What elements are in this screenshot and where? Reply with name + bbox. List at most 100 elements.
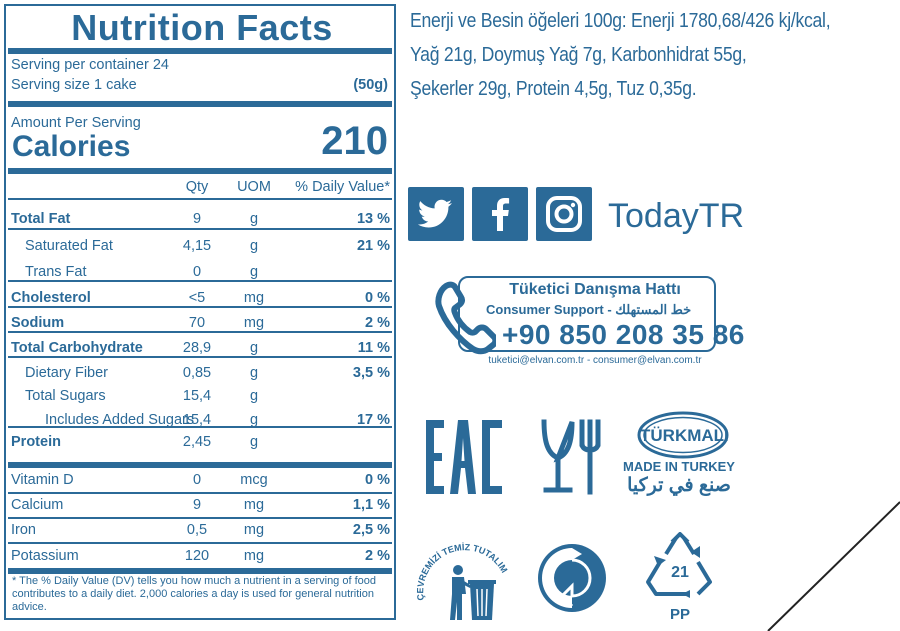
green-dot-icon	[538, 544, 606, 612]
energy-line-2: Yağ 21g, Doymuş Yağ 7g, Karbonhidrat 55g…	[410, 44, 747, 66]
nutrient-uom: g	[249, 340, 259, 356]
consumer-support-emails[interactable]: tuketici@elvan.com.tr - consumer@elvan.c…	[488, 355, 702, 366]
daily-value-footnote: * The % Daily Value (DV) tells you how m…	[12, 575, 376, 613]
recycle-pp-icon	[646, 532, 712, 598]
instagram-icon[interactable]	[536, 187, 592, 241]
nutrient-qty: 28,9	[182, 340, 212, 356]
nutrient-uom: mg	[243, 290, 265, 306]
nutrient-qty: 70	[188, 315, 206, 331]
vitamin-uom: mg	[243, 522, 265, 538]
eac-mark-icon	[426, 420, 502, 494]
row-divider	[8, 306, 392, 308]
vitamin-qty: 9	[192, 497, 202, 513]
vitamin-uom: mg	[243, 497, 265, 513]
nutrient-qty: <5	[188, 290, 206, 306]
column-header-daily-value: % Daily Value*	[295, 179, 390, 195]
consumer-support-box	[458, 276, 716, 352]
facebook-icon[interactable]	[472, 187, 528, 241]
divider	[8, 568, 392, 574]
nutrient-uom: g	[249, 238, 259, 254]
energy-nutrients-text: Enerji ve Besin öğeleri 100g: Enerji 178…	[410, 4, 896, 106]
row-divider	[8, 542, 392, 544]
vitamin-name: Iron	[11, 522, 36, 538]
vitamin-daily-value: 0 %	[365, 472, 390, 488]
vitamin-name: Potassium	[11, 548, 79, 564]
nutrient-name: Total Fat	[11, 211, 71, 227]
row-divider	[8, 426, 392, 428]
vitamin-daily-value: 2,5 %	[352, 522, 390, 538]
vitamin-qty: 0	[192, 472, 202, 488]
servings-per-container: Serving per container 24	[11, 57, 169, 73]
calories-label: Calories	[12, 130, 131, 163]
nutrient-name: Saturated Fat	[25, 238, 113, 254]
nutrient-daily-value: 13 %	[356, 211, 390, 227]
energy-line-3: Şekerler 29g, Protein 4,5g, Tuz 0,35g.	[410, 78, 697, 100]
nutrient-uom: g	[249, 365, 259, 381]
nutrient-uom: g	[249, 211, 259, 227]
phone-icon	[435, 281, 496, 355]
nutrient-name: Total Carbohydrate	[11, 340, 143, 356]
nutrient-qty: 0,85	[182, 365, 212, 381]
row-divider	[8, 280, 392, 282]
calories-value: 210	[321, 119, 388, 163]
nutrient-uom: mg	[243, 315, 265, 331]
nutrient-uom: g	[249, 434, 259, 450]
divider	[8, 198, 392, 200]
recycle-number: 21	[671, 564, 689, 581]
nutrient-name: Dietary Fiber	[25, 365, 108, 381]
nutrient-qty: 2,45	[182, 434, 212, 450]
nutrient-qty: 15,4	[182, 388, 212, 404]
nutrient-daily-value: 0 %	[365, 290, 390, 306]
divider	[8, 48, 392, 54]
nutrient-uom: g	[249, 388, 259, 404]
vitamin-daily-value: 1,1 %	[352, 497, 390, 513]
vitamin-daily-value: 2 %	[365, 548, 390, 564]
nutrient-name: Trans Fat	[25, 264, 87, 280]
nutrient-daily-value: 21 %	[356, 238, 390, 254]
row-divider	[8, 356, 392, 358]
package-edge-line	[767, 501, 900, 631]
row-divider	[8, 228, 392, 230]
nutrient-name: Includes Added Sugars	[45, 412, 195, 428]
consumer-support-subtitle: Consumer Support - خط المستهلك	[486, 302, 692, 317]
nutrient-uom: g	[249, 264, 259, 280]
nutrition-facts-title: Nutrition Facts	[71, 7, 333, 48]
made-in-turkey: MADE IN TURKEY	[623, 459, 735, 474]
nutrient-daily-value: 3,5 %	[352, 365, 390, 381]
nutrient-daily-value: 2 %	[365, 315, 390, 331]
energy-line-1: Enerji ve Besin öğeleri 100g: Enerji 178…	[410, 10, 831, 32]
nutrient-qty: 4,15	[182, 238, 212, 254]
divider	[8, 462, 392, 468]
column-header-qty: Qty	[185, 179, 209, 195]
brand-name: TodayTR	[608, 197, 745, 235]
row-divider	[8, 331, 392, 333]
made-in-turkey-arabic: صنع في تركيا	[627, 475, 731, 496]
nutrition-facts-panel: Nutrition Facts Serving per container 24…	[4, 4, 396, 620]
turkmali-text: TÜRKMALI	[640, 426, 729, 445]
vitamin-qty: 120	[184, 548, 210, 564]
vitamin-uom: mcg	[240, 472, 268, 488]
nutrient-name: Total Sugars	[25, 388, 106, 404]
twitter-icon[interactable]	[408, 187, 464, 241]
nutrient-qty: 9	[192, 211, 202, 227]
nutrient-qty: 15,4	[182, 412, 212, 428]
food-contact-safe-icon	[541, 419, 601, 495]
nutrient-name: Sodium	[11, 315, 65, 331]
nutrient-daily-value: 11 %	[357, 340, 390, 356]
nutrient-daily-value: 17 %	[356, 412, 390, 428]
serving-size-label: Serving size 1 cake	[11, 77, 137, 93]
consumer-support-title: Tüketici Danışma Hattı	[509, 281, 681, 298]
vitamin-name: Vitamin D	[11, 472, 74, 488]
row-divider	[8, 492, 392, 494]
vitamin-name: Calcium	[11, 497, 64, 513]
divider	[8, 168, 392, 174]
consumer-support-phone[interactable]: +90 850 208 35 86	[502, 319, 745, 350]
tidyman-icon: ÇEVREMİZİ TEMİZ TUTALIM	[415, 542, 509, 620]
turkmali-badge-icon	[637, 411, 729, 459]
vitamin-uom: mg	[243, 548, 265, 564]
divider	[8, 101, 392, 107]
column-header-uom: UOM	[237, 179, 271, 195]
nutrient-uom: g	[249, 412, 259, 428]
row-divider	[8, 517, 392, 519]
amount-per-serving: Amount Per Serving	[11, 115, 141, 131]
